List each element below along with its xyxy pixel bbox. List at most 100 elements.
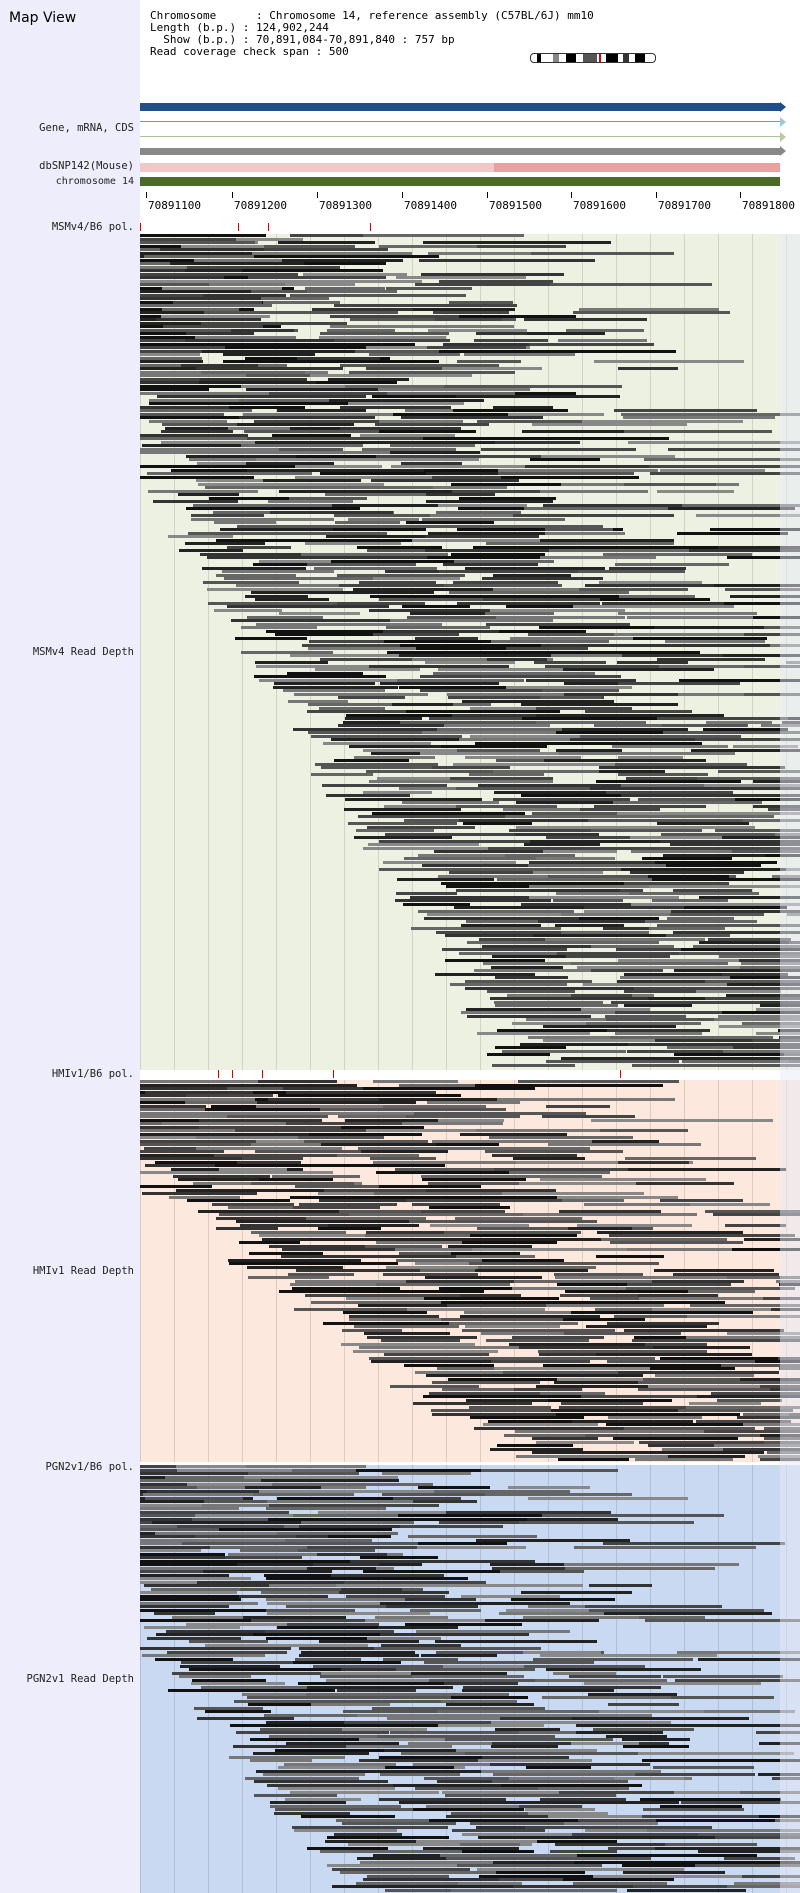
read-segment — [289, 1790, 440, 1794]
read-segment — [722, 654, 800, 657]
read-segment — [449, 871, 558, 874]
read-segment — [341, 1587, 403, 1591]
read-segment — [208, 496, 306, 500]
read-segment — [332, 528, 427, 531]
read-segment — [211, 1538, 311, 1542]
read-segment — [610, 1035, 773, 1039]
read-segment — [540, 1391, 605, 1395]
read-segment — [553, 1272, 644, 1276]
read-segment — [596, 1255, 665, 1258]
read-segment — [604, 1014, 686, 1018]
read-depth-panel[interactable] — [140, 1465, 800, 1893]
snp-marks-row — [140, 223, 780, 231]
read-segment — [426, 1188, 557, 1192]
read-segment — [409, 1220, 598, 1223]
read-segment — [741, 794, 800, 797]
read-segment — [519, 1346, 708, 1349]
read-segment — [730, 976, 800, 979]
read-segment — [743, 1412, 800, 1416]
read-segment — [326, 1678, 478, 1682]
gene-track-blue[interactable] — [140, 103, 780, 111]
read-segment — [394, 1248, 505, 1251]
read-segment — [151, 1521, 325, 1524]
mrna-track[interactable] — [140, 121, 780, 122]
read-segment — [344, 1720, 518, 1724]
read-segment — [168, 535, 233, 538]
read-segment — [465, 1752, 649, 1755]
read-segment — [277, 1766, 465, 1769]
read-segment — [439, 570, 628, 573]
read-segment — [140, 384, 267, 388]
read-segment — [140, 1563, 271, 1566]
left-label-column — [0, 0, 140, 1893]
read-segment — [759, 1741, 800, 1745]
chromosome-ideogram[interactable] — [530, 53, 656, 63]
read-segment — [670, 909, 800, 913]
read-segment — [529, 860, 708, 864]
read-segment — [200, 377, 307, 381]
read-segment — [559, 1790, 735, 1794]
read-segment — [751, 1039, 800, 1042]
read-segment — [140, 1549, 201, 1552]
read-segment — [182, 1542, 353, 1545]
read-segment — [464, 1311, 642, 1314]
read-segment — [276, 1626, 403, 1629]
read-segment — [386, 1717, 511, 1720]
snp-mark[interactable] — [370, 223, 371, 231]
read-segment — [458, 1584, 584, 1587]
read-segment — [140, 279, 216, 283]
read-segment — [373, 1192, 518, 1195]
read-segment — [379, 1097, 526, 1101]
read-segment — [166, 1629, 290, 1633]
read-segment — [502, 1049, 627, 1053]
read-segment — [475, 1129, 607, 1132]
snp-mark[interactable] — [218, 1070, 219, 1078]
read-segment — [429, 1678, 583, 1682]
read-segment — [304, 1293, 470, 1297]
read-segment — [331, 591, 435, 594]
snp-mark[interactable] — [620, 1070, 621, 1078]
snp-mark[interactable] — [262, 1070, 263, 1078]
read-segment — [263, 248, 389, 251]
read-segment — [718, 545, 800, 549]
snp-mark[interactable] — [333, 1070, 334, 1078]
read-segment — [656, 657, 766, 661]
read-segment — [645, 1342, 707, 1346]
read-segment — [668, 1454, 746, 1458]
cds-track[interactable] — [140, 136, 780, 137]
read-segment — [438, 1724, 544, 1727]
read-segment — [222, 353, 316, 356]
read-segment — [539, 1797, 627, 1801]
read-segment — [407, 615, 581, 619]
read-segment — [653, 626, 800, 629]
snp-mark[interactable] — [238, 223, 239, 231]
read-segment — [459, 1132, 568, 1136]
read-segment — [452, 762, 617, 766]
read-depth-panel[interactable] — [140, 234, 800, 1070]
read-segment — [402, 605, 471, 608]
read-segment — [274, 633, 455, 636]
read-segment — [759, 1004, 800, 1007]
read-segment — [520, 1591, 633, 1594]
snp-mark[interactable] — [232, 1070, 233, 1078]
snp-mark[interactable] — [268, 223, 269, 231]
read-segment — [698, 1657, 800, 1661]
read-segment — [622, 1745, 690, 1748]
read-segment — [529, 839, 717, 843]
read-segment — [320, 1108, 507, 1111]
read-segment — [286, 1090, 437, 1094]
read-segment — [460, 1594, 561, 1598]
read-segment — [256, 1104, 430, 1108]
read-segment — [744, 633, 800, 636]
read-segment — [365, 1244, 443, 1248]
read-depth-panel[interactable] — [140, 1080, 800, 1462]
read-segment — [752, 615, 800, 619]
read-segment — [636, 1181, 735, 1185]
read-segment — [573, 311, 731, 314]
read-segment — [146, 1636, 242, 1640]
read-segment — [558, 1405, 697, 1409]
read-segment — [574, 1860, 729, 1864]
read-segment — [662, 724, 747, 727]
snp-mark[interactable] — [140, 223, 141, 231]
read-segment — [294, 1307, 419, 1311]
